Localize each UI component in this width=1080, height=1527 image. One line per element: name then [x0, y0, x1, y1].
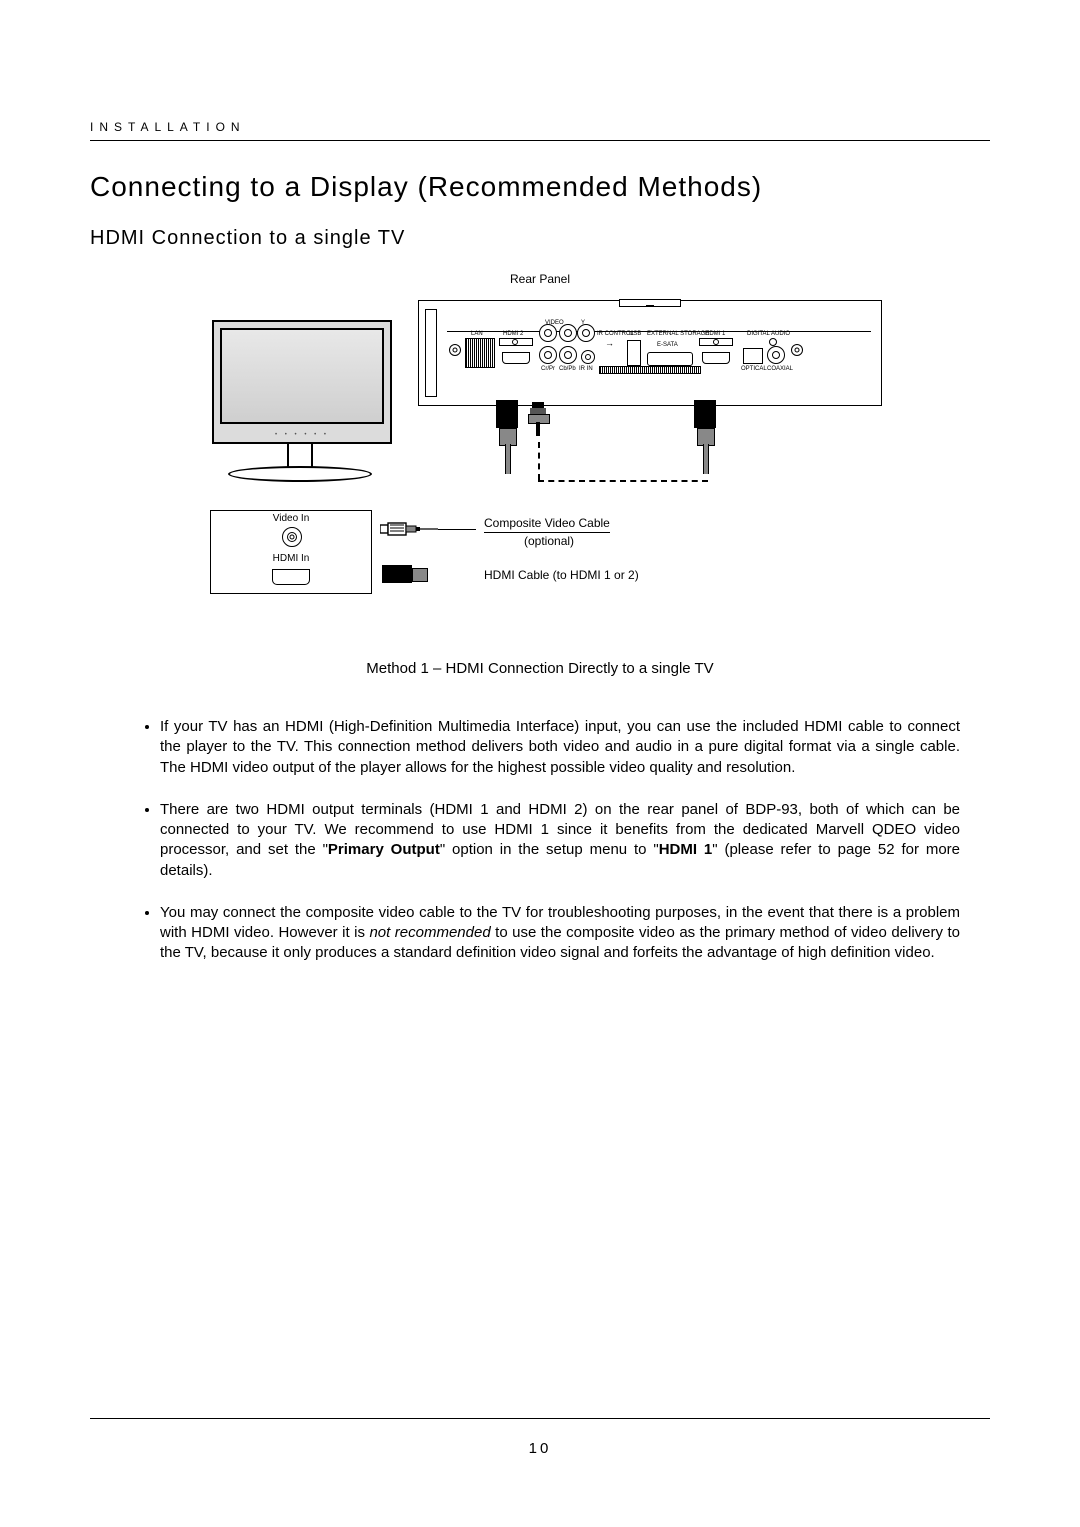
page-number: 10: [0, 1440, 1080, 1457]
hdmi1-dot-icon: [713, 339, 719, 345]
method-caption: Method 1 – HDMI Connection Directly to a…: [90, 660, 990, 677]
bullet-item: If your TV has an HDMI (High-Definition …: [160, 717, 960, 778]
lan-port-icon: [465, 338, 495, 368]
page: INSTALLATION Connecting to a Display (Re…: [0, 0, 1080, 1527]
hdmi2-port-icon: [502, 352, 530, 364]
bullet-item: You may connect the composite video cabl…: [160, 903, 960, 964]
y-rca-icon: [577, 324, 595, 342]
cbpb2-rca-icon: [559, 346, 577, 364]
bullet-item: There are two HDMI output terminals (HDM…: [160, 800, 960, 881]
rear-panel-caption: Rear Panel: [510, 272, 570, 286]
hdmi2-dot-icon: [512, 339, 518, 345]
tv-base-icon: [228, 466, 372, 482]
hdmi-in-port-icon: [272, 569, 310, 585]
arrow-icon: →: [605, 338, 614, 348]
header-rule: [90, 140, 990, 141]
rca-line: [438, 529, 476, 530]
rca-plug-icon: [380, 520, 440, 538]
section-header-label: INSTALLATION: [90, 120, 990, 134]
rca-connector-down-icon: [528, 402, 548, 442]
bullet-text: Primary Output: [328, 841, 440, 858]
crpr-rca-icon: [559, 324, 577, 342]
side-vent: [425, 309, 437, 397]
bullet-text: not recommended: [369, 924, 490, 941]
hdmi-plug-left-icon: [382, 562, 426, 586]
port-label-lan: LAN: [471, 331, 483, 337]
video-in-label: Video In: [273, 513, 310, 524]
dashed-line-horizontal: [538, 480, 708, 482]
coaxial-port-icon: [767, 346, 785, 364]
hdmi-in-label: HDMI In: [273, 553, 310, 564]
port-label-hdmi2: HDMI 2: [503, 331, 523, 337]
ir-in-jack-icon: [581, 350, 595, 364]
port-label-coaxial: COAXIAL: [767, 366, 793, 372]
optical-port-icon: [743, 348, 763, 364]
sub-title: HDMI Connection to a single TV: [90, 227, 990, 250]
screw-icon: [449, 344, 461, 356]
body-content: If your TV has an HDMI (High-Definition …: [90, 717, 990, 964]
port-label-usb: USB: [629, 331, 641, 337]
tv-buttons-icon: • • • • • •: [275, 432, 329, 438]
port-label-irin: IR IN: [579, 366, 593, 372]
connection-diagram: Rear Panel LAN HDMI 2 VIDEO: [200, 290, 880, 630]
usb-port-icon: [627, 340, 641, 366]
composite-optional-label: (optional): [524, 534, 574, 548]
video-in-row: Video In: [219, 511, 363, 551]
bottom-hatch-icon: [599, 366, 701, 374]
hdmi1-connector-down-icon: [690, 400, 720, 444]
tv-icon: • • • • • •: [200, 320, 400, 500]
port-label-optical: OPTICAL: [741, 366, 767, 372]
port-label-cbpb: Cb/Pb: [559, 366, 576, 372]
port-label-esata: E-SATA: [657, 342, 678, 348]
tv-screen-icon: • • • • • •: [212, 320, 392, 444]
bullet-list: If your TV has an HDMI (High-Definition …: [120, 717, 960, 964]
video-rca-icon: [539, 324, 557, 342]
bullet-text: " option in the setup menu to ": [440, 841, 659, 858]
led-icon: [769, 338, 777, 346]
composite-cable-label: Composite Video Cable: [484, 516, 610, 533]
port-label-crpr: Cr/Pr: [541, 366, 555, 372]
main-title: Connecting to a Display (Recommended Met…: [90, 171, 990, 203]
bullet-text: If your TV has an HDMI (High-Definition …: [160, 718, 960, 776]
hdmi-cable-label: HDMI Cable (to HDMI 1 or 2): [484, 568, 639, 582]
port-area: LAN HDMI 2 VIDEO Y Cr/Pr Cb/Pb IR CONTRO: [447, 331, 871, 397]
esata-port-icon: [647, 352, 693, 366]
tv-input-panel: Video In HDMI In: [210, 510, 372, 594]
dashed-line-vertical: [538, 442, 540, 480]
hdmi2-connector-down-icon: [492, 400, 522, 444]
hdmi-in-row: HDMI In: [219, 551, 363, 591]
screw-icon-right: [791, 344, 803, 356]
port-label-digitalaudio: DIGITAL AUDIO: [747, 331, 790, 337]
port-label-extstorage: EXTERNAL STORAGE: [647, 331, 709, 337]
video-in-jack-icon: [282, 527, 300, 545]
port-label-hdmi1: HDMI 1: [705, 331, 725, 337]
cbpb-rca-icon: [539, 346, 557, 364]
footer-rule: [90, 1418, 990, 1419]
hdmi2-cable-tail: [505, 444, 511, 474]
slot-mark: [646, 305, 654, 307]
hdmi1-port-icon: [702, 352, 730, 364]
bullet-text: HDMI 1: [659, 841, 713, 858]
rear-panel: LAN HDMI 2 VIDEO Y Cr/Pr Cb/Pb IR CONTRO: [418, 300, 882, 406]
hdmi1-cable-tail: [703, 444, 709, 474]
